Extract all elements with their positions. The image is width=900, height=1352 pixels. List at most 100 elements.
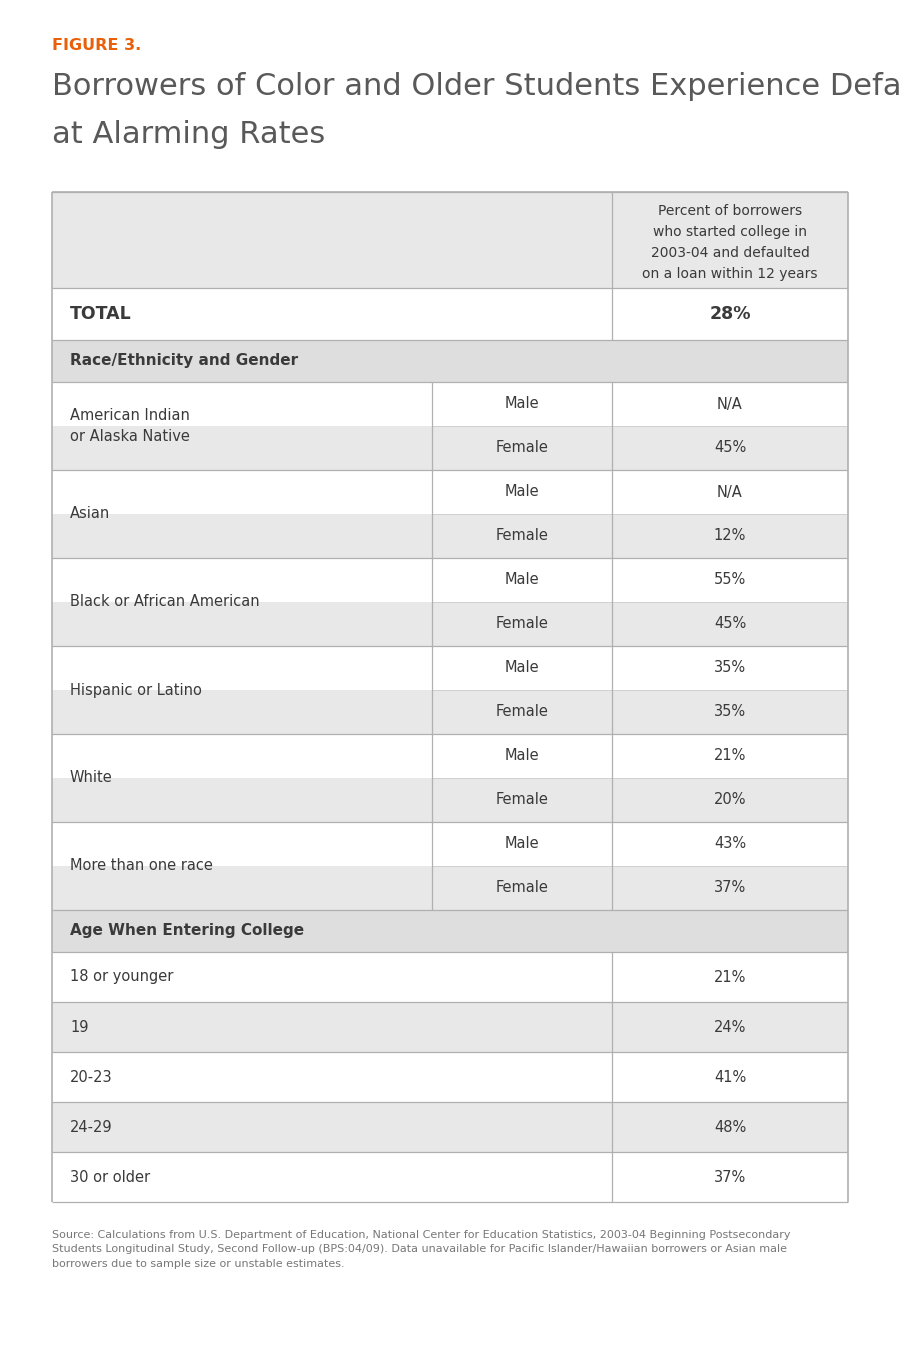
Text: Female: Female [496,529,548,544]
Text: 20-23: 20-23 [70,1069,112,1084]
Bar [612,192,848,288]
Text: 48%: 48% [714,1119,746,1134]
Text: 30 or older: 30 or older [70,1169,150,1184]
Bar [432,690,612,734]
Text: 24%: 24% [714,1019,746,1034]
Bar [612,1002,848,1052]
Text: Male: Male [505,837,539,852]
Text: Male: Male [505,572,539,588]
Text: 35%: 35% [714,661,746,676]
Text: Black or African American: Black or African American [70,595,259,610]
Text: 24-29: 24-29 [70,1119,112,1134]
Text: Female: Female [496,704,548,719]
Text: Age When Entering College: Age When Entering College [70,923,304,938]
Text: at Alarming Rates: at Alarming Rates [52,120,325,149]
Bar [432,777,612,822]
Bar [612,514,848,558]
Bar [612,558,848,602]
Bar [52,383,432,426]
Text: N/A: N/A [717,396,742,411]
Text: Asian: Asian [70,507,110,522]
Text: Hispanic or Latino: Hispanic or Latino [70,683,202,698]
Bar [612,952,848,1002]
Text: Male: Male [505,396,539,411]
Bar [612,734,848,777]
Bar [432,602,612,646]
Bar [432,470,612,514]
Text: American Indian
or Alaska Native: American Indian or Alaska Native [70,408,190,443]
Bar [52,288,848,339]
Text: Male: Male [505,661,539,676]
Text: Percent of borrowers
who started college in
2003-04 and defaulted
on a loan with: Percent of borrowers who started college… [643,204,818,281]
Bar [52,734,432,777]
Bar [432,867,612,910]
Text: More than one race: More than one race [70,859,213,873]
Text: Male: Male [505,484,539,499]
Text: Borrowers of Color and Older Students Experience Default: Borrowers of Color and Older Students Ex… [52,72,900,101]
Bar [52,1152,612,1202]
Text: 20%: 20% [714,792,746,807]
Bar [52,952,612,1002]
Bar [52,1102,612,1152]
Bar [612,1152,848,1202]
Bar [52,339,848,383]
Text: 43%: 43% [714,837,746,852]
Bar [52,690,432,734]
Bar [612,426,848,470]
Bar [52,867,432,910]
Bar [432,646,612,690]
Text: 35%: 35% [714,704,746,719]
Bar [612,602,848,646]
Bar [52,192,432,288]
Bar [52,777,432,822]
Text: 19: 19 [70,1019,88,1034]
Bar [432,558,612,602]
Text: 41%: 41% [714,1069,746,1084]
Bar [52,1002,612,1052]
Bar [52,514,432,558]
Bar [52,1052,612,1102]
Bar [612,1052,848,1102]
Bar [612,867,848,910]
Text: 21%: 21% [714,969,746,984]
Text: Female: Female [496,441,548,456]
Bar [52,558,432,602]
Bar [52,822,432,867]
Text: Source: Calculations from U.S. Department of Education, National Center for Educ: Source: Calculations from U.S. Departmen… [52,1230,790,1268]
Text: Female: Female [496,617,548,631]
Bar [52,426,432,470]
Bar [612,470,848,514]
Text: 45%: 45% [714,617,746,631]
Bar [612,646,848,690]
Bar [52,646,432,690]
Bar [612,690,848,734]
Bar [432,822,612,867]
Text: 21%: 21% [714,749,746,764]
Text: 37%: 37% [714,880,746,895]
Bar [612,822,848,867]
Bar [52,470,432,514]
Text: 18 or younger: 18 or younger [70,969,174,984]
Bar [432,192,612,288]
Bar [612,383,848,426]
Bar [432,426,612,470]
Text: 37%: 37% [714,1169,746,1184]
Text: 28%: 28% [709,306,751,323]
Text: 55%: 55% [714,572,746,588]
Text: Female: Female [496,880,548,895]
Bar [432,734,612,777]
Text: Male: Male [505,749,539,764]
Text: TOTAL: TOTAL [70,306,131,323]
Bar [432,514,612,558]
Bar [432,383,612,426]
Bar [52,602,432,646]
Text: Female: Female [496,792,548,807]
Bar [612,1102,848,1152]
Text: White: White [70,771,112,786]
Text: N/A: N/A [717,484,742,499]
Text: 12%: 12% [714,529,746,544]
Bar [52,910,848,952]
Text: FIGURE 3.: FIGURE 3. [52,38,141,53]
Bar [612,777,848,822]
Text: 45%: 45% [714,441,746,456]
